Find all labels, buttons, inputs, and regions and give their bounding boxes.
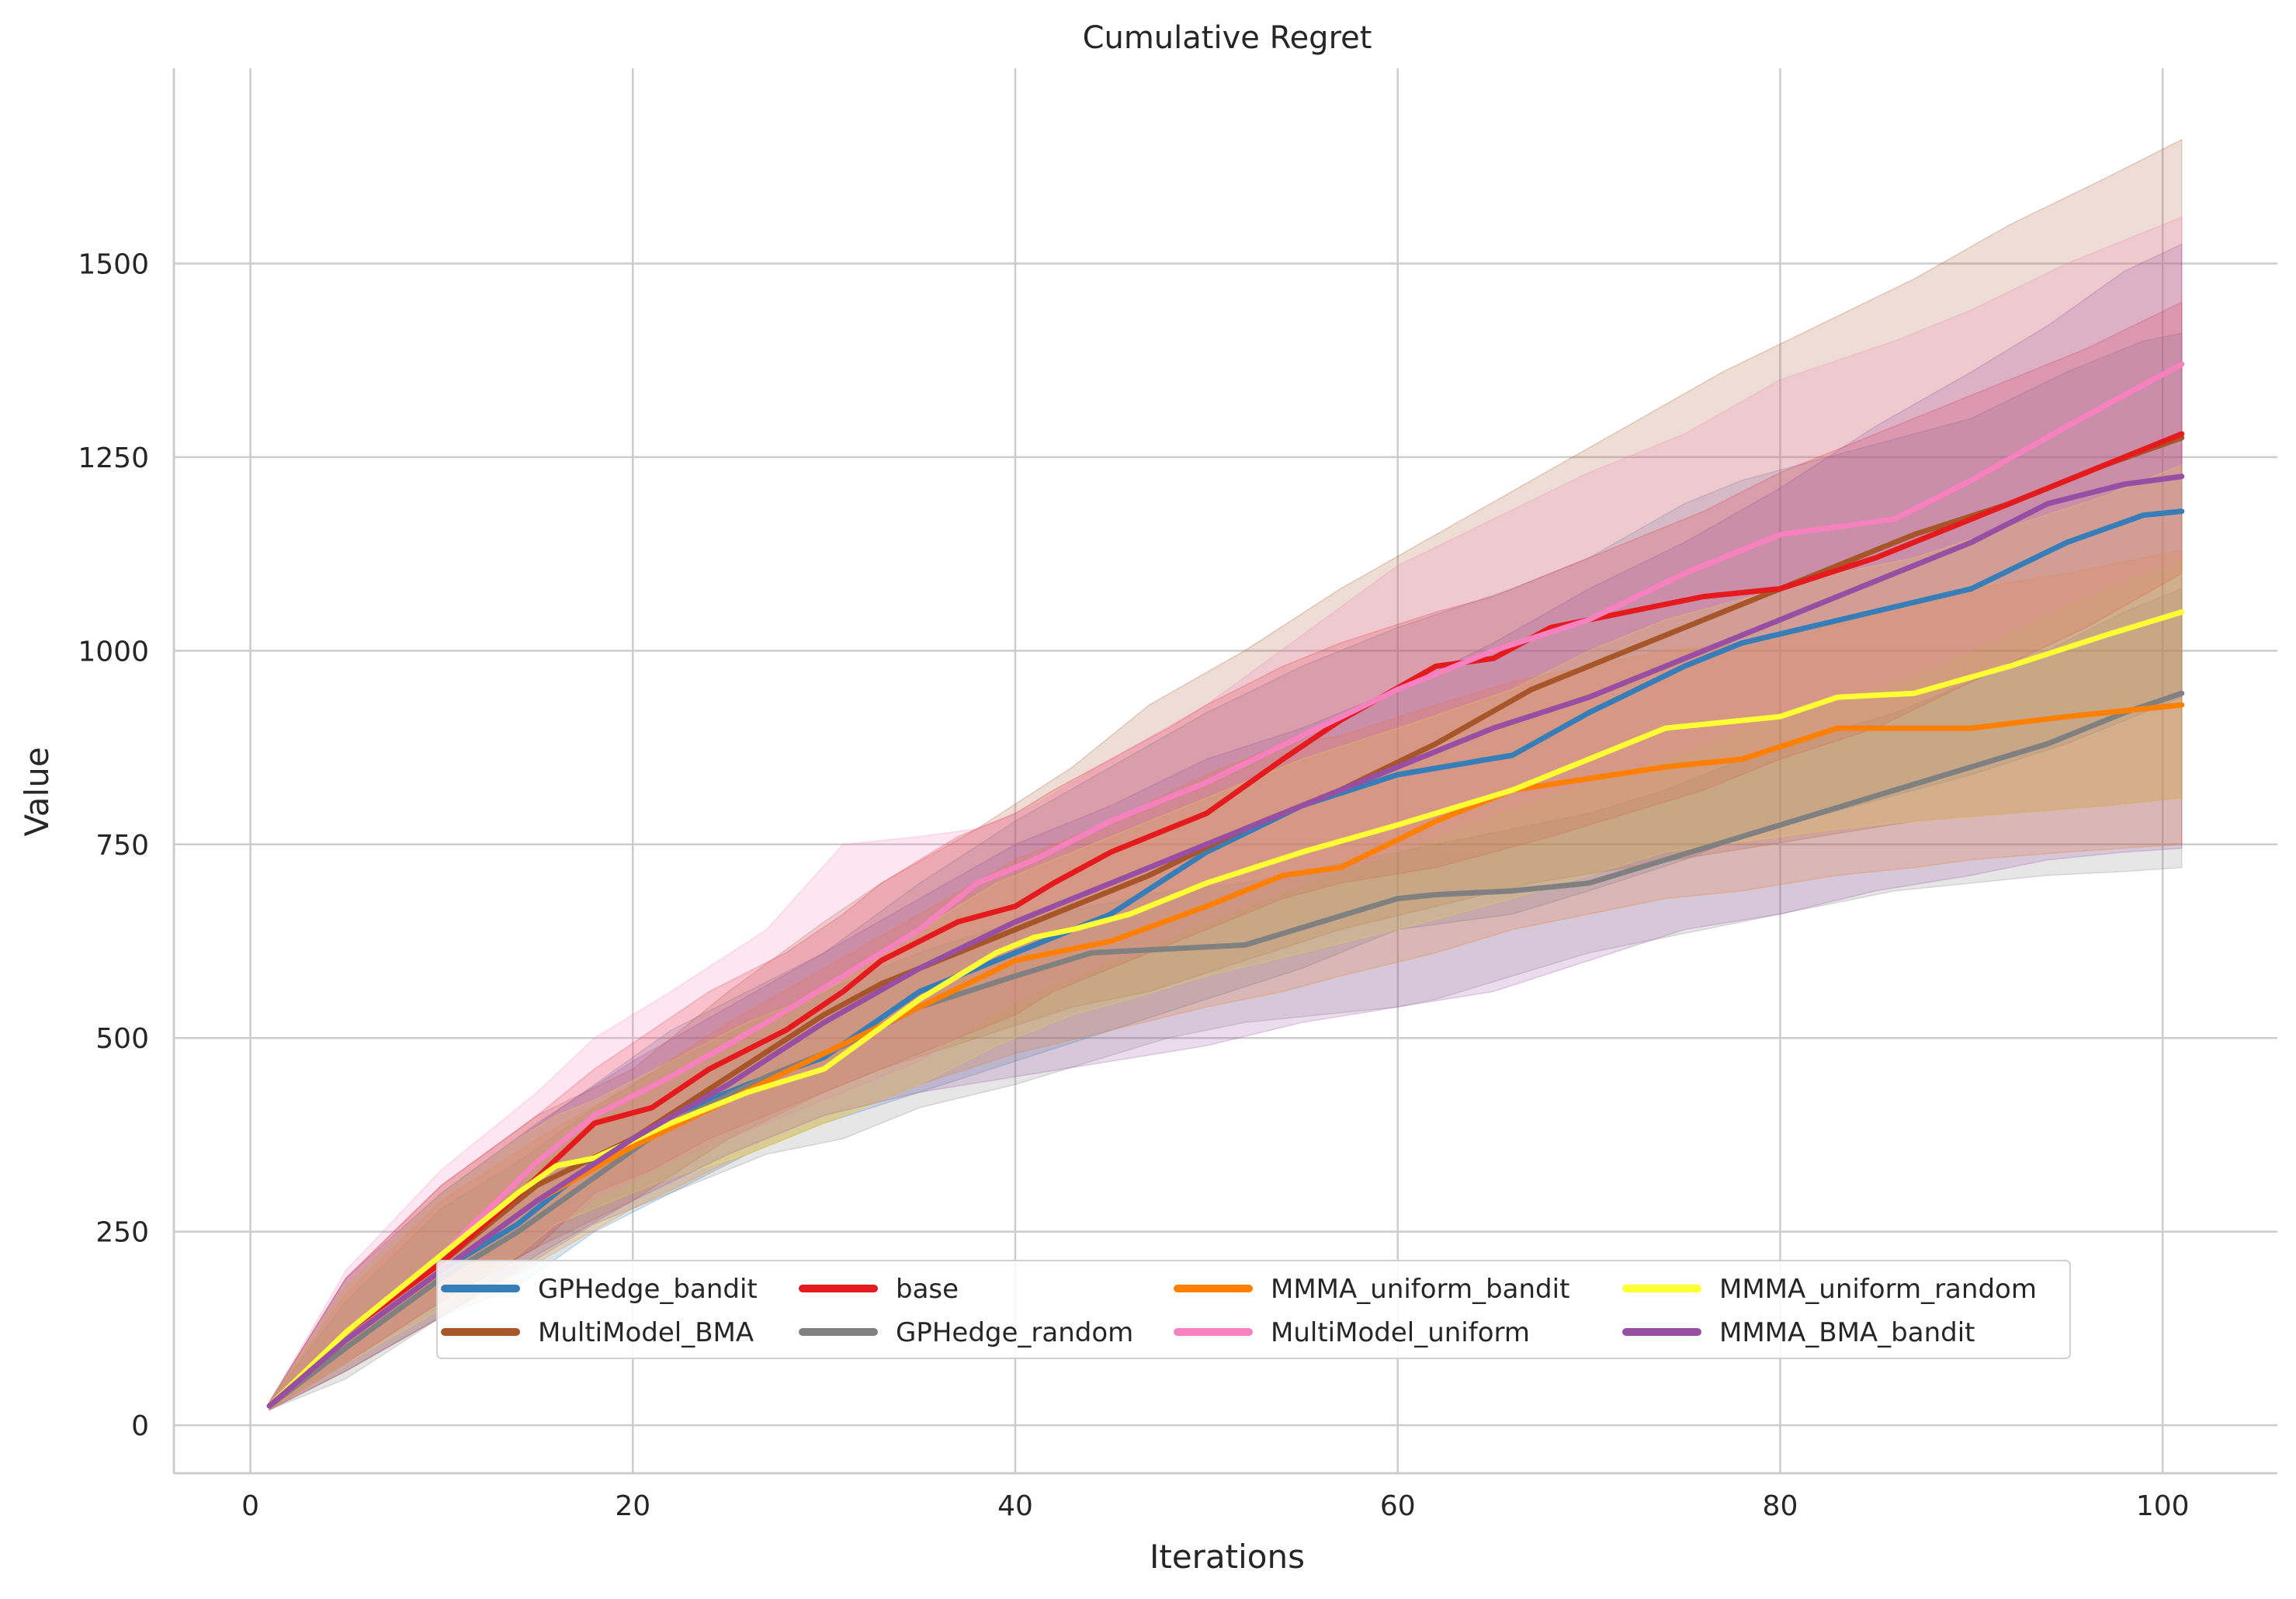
band-mmma-bma-bandit [269, 243, 2183, 1411]
legend-item-base: base [799, 1274, 959, 1305]
x-tick-label: 20 [615, 1490, 650, 1522]
legend-label: MMMA_BMA_bandit [1719, 1317, 1975, 1348]
legend-item-gphedge-random: GPHedge_random [799, 1317, 1133, 1348]
band-gphedge-random [269, 588, 2183, 1411]
legend-label: GPHedge_bandit [538, 1274, 758, 1305]
y-tick-label: 1500 [78, 248, 149, 280]
x-axis-label: Iterations [1150, 1538, 1305, 1576]
line-gphedge-random [266, 690, 2185, 1409]
legend-label: GPHedge_random [896, 1317, 1133, 1348]
y-tick-label: 500 [95, 1023, 149, 1055]
x-tick-label: 100 [2136, 1490, 2190, 1522]
legend-item-mmma-bma-bandit: MMMA_BMA_bandit [1622, 1317, 1975, 1348]
series-lines [266, 361, 2185, 1409]
x-tick-label: 80 [1763, 1490, 1798, 1522]
y-tick-labels: 0 250 500 750 1000 1250 1500 [78, 248, 149, 1442]
y-tick-label: 1250 [78, 442, 149, 474]
legend-label: MMMA_uniform_random [1719, 1274, 2037, 1305]
legend-item-gphedge-bandit: GPHedge_bandit [441, 1274, 758, 1305]
y-tick-label: 750 [95, 830, 149, 862]
legend-label: MultiModel_BMA [538, 1317, 754, 1348]
band-gphedge-bandit [269, 332, 2183, 1411]
line-base [266, 431, 2185, 1409]
band-multimodel-uniform [269, 216, 2183, 1411]
legend-item-multimodel-bma: MultiModel_BMA [441, 1317, 754, 1348]
legend-label: base [896, 1274, 959, 1305]
line-mmma-uniform-bandit [266, 702, 2185, 1409]
grid-lines [174, 68, 2277, 1473]
x-tick-label: 40 [997, 1490, 1033, 1522]
legend-label: MMMA_uniform_bandit [1271, 1274, 1569, 1305]
x-tick-labels: 0 20 40 60 80 100 [241, 1490, 2189, 1522]
line-multimodel-uniform [266, 361, 2185, 1409]
legend-item-mmma-uniform-random: MMMA_uniform_random [1622, 1274, 2037, 1305]
x-tick-label: 60 [1380, 1490, 1416, 1522]
y-tick-label: 1000 [78, 636, 149, 668]
legend-label: MultiModel_uniform [1271, 1317, 1530, 1348]
line-mmma-bma-bandit [266, 473, 2185, 1409]
y-axis-label: Value [18, 747, 56, 836]
band-base [269, 301, 2183, 1411]
y-tick-label: 0 [131, 1410, 149, 1442]
line-mmma-uniform-random [266, 609, 2185, 1409]
legend-item-multimodel-uniform: MultiModel_uniform [1174, 1317, 1530, 1348]
x-tick-label: 0 [241, 1490, 259, 1522]
chart-title: Cumulative Regret [1083, 20, 1372, 56]
axes [172, 68, 2277, 1475]
legend-item-mmma-uniform-bandit: MMMA_uniform_bandit [1174, 1274, 1569, 1305]
legend: GPHedge_bandit MultiModel_BMA base GPHedge_… [436, 1260, 2071, 1359]
y-tick-label: 250 [95, 1217, 149, 1249]
